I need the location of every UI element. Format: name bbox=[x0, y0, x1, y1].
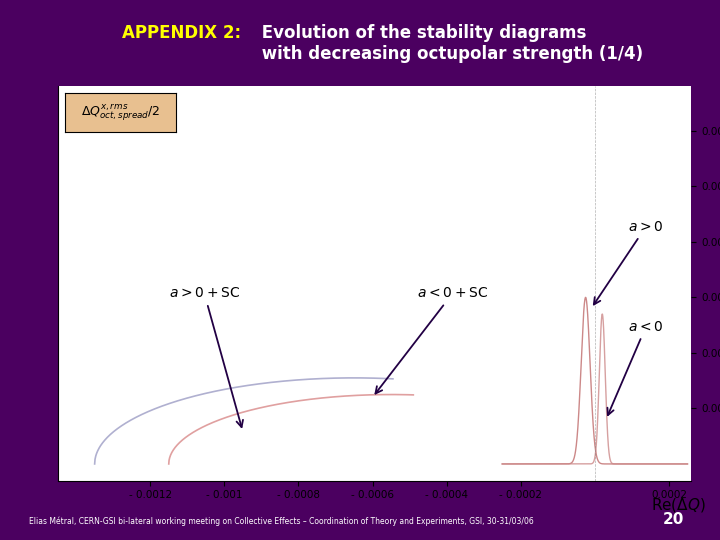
Text: APPENDIX 2:: APPENDIX 2: bbox=[122, 24, 241, 42]
Text: Evolution of the stability diagrams
 with decreasing octupolar strength (1/4): Evolution of the stability diagrams with… bbox=[256, 24, 643, 63]
Text: $a<0+\mathrm{SC}$: $a<0+\mathrm{SC}$ bbox=[375, 286, 488, 394]
Text: 20: 20 bbox=[662, 511, 684, 526]
X-axis label: $\mathrm{Re}(\Delta Q)$: $\mathrm{Re}(\Delta Q)$ bbox=[651, 496, 706, 515]
Text: $a>0+\mathrm{SC}$: $a>0+\mathrm{SC}$ bbox=[168, 286, 243, 427]
Text: $a<0$: $a<0$ bbox=[608, 320, 664, 415]
Text: $\Delta Q^{x,rms}_{oct,spread}/2$: $\Delta Q^{x,rms}_{oct,spread}/2$ bbox=[81, 103, 160, 123]
Text: $a>0$: $a>0$ bbox=[594, 220, 664, 305]
Text: Elias Métral, CERN-GSI bi-lateral working meeting on Collective Effects – Coordi: Elias Métral, CERN-GSI bi-lateral workin… bbox=[29, 517, 534, 526]
